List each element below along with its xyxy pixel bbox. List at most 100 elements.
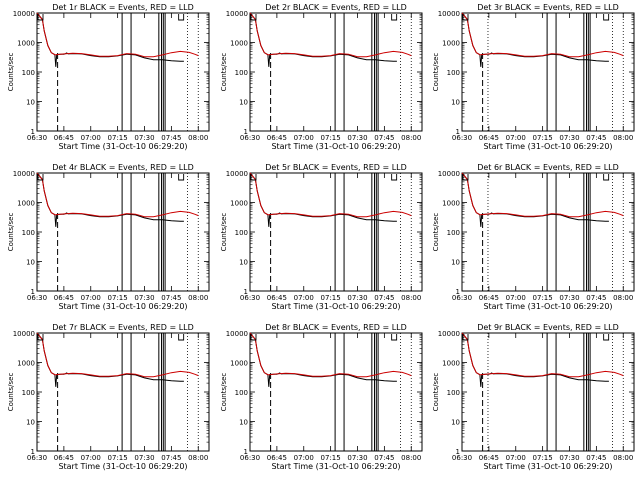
box-marker <box>250 174 257 181</box>
plot-frame <box>249 172 423 292</box>
box-marker <box>603 174 610 181</box>
x-axis-title: Start Time (31-Oct-10 06:29:20) <box>483 462 612 471</box>
y-tick-label: 1 <box>244 288 248 296</box>
x-tick-label: 08:00 <box>188 294 208 302</box>
x-tick-label: 07:00 <box>506 294 526 302</box>
box-marker <box>37 174 44 181</box>
y-tick-label: 1000 <box>17 40 35 48</box>
x-tick-label: 06:45 <box>479 294 499 302</box>
detector-panel: Det 7r BLACK = Events, RED = LLD 1 10 100 10… <box>7 323 210 471</box>
x-tick-label: 06:45 <box>479 454 499 462</box>
y-tick-label: 1000 <box>230 200 248 208</box>
x-axis-title: Start Time (31-Oct-10 06:29:20) <box>271 142 400 151</box>
y-tick-label: 100 <box>235 69 248 77</box>
x-tick-label: 06:30 <box>27 294 47 302</box>
y-axis-title: Counts/sec <box>7 373 15 412</box>
x-tick-label: 08:00 <box>401 454 421 462</box>
x-tick-label: 08:00 <box>188 134 208 142</box>
panel-title: Det 8r BLACK = Events, RED = LLD <box>265 323 407 332</box>
plot-frame <box>461 172 635 292</box>
y-tick-label: 1000 <box>17 360 35 368</box>
x-tick-label: 07:30 <box>134 454 154 462</box>
x-tick-label: 07:45 <box>161 454 181 462</box>
y-tick-label: 10 <box>239 419 248 427</box>
box-marker <box>178 14 185 21</box>
panel-title: Det 1r BLACK = Events, RED = LLD <box>52 3 194 12</box>
plot-frame <box>36 172 210 292</box>
x-tick-label: 07:00 <box>81 134 101 142</box>
x-tick-label: 06:30 <box>27 454 47 462</box>
lld-series-line <box>249 172 412 218</box>
x-tick-label: 06:30 <box>240 134 260 142</box>
y-tick-label: 10 <box>26 259 35 267</box>
x-tick-label: 06:45 <box>54 294 74 302</box>
y-axis-title: Counts/sec <box>7 213 15 252</box>
y-tick-label: 100 <box>235 389 248 397</box>
y-tick-label: 1000 <box>442 200 460 208</box>
x-tick-label: 08:00 <box>188 454 208 462</box>
box-marker <box>37 334 44 341</box>
detector-panel: Det 8r BLACK = Events, RED = LLD 1 10 100 10… <box>220 323 423 471</box>
box-marker <box>391 334 398 341</box>
x-axis-title: Start Time (31-Oct-10 06:29:20) <box>58 462 187 471</box>
detector-panel: Det 6r BLACK = Events, RED = LLD 1 10 100 10… <box>432 163 635 311</box>
x-tick-label: 08:00 <box>401 294 421 302</box>
x-tick-label: 07:15 <box>533 134 553 142</box>
lld-series-line <box>249 332 412 378</box>
lld-series-line <box>36 172 199 218</box>
x-tick-label: 06:45 <box>54 454 74 462</box>
y-tick-label: 10000 <box>226 330 248 338</box>
y-tick-label: 100 <box>22 389 35 397</box>
x-tick-label: 06:45 <box>267 294 287 302</box>
lld-series-line <box>36 332 199 378</box>
y-tick-label: 100 <box>447 229 460 237</box>
x-tick-label: 06:30 <box>27 134 47 142</box>
detector-panel: Det 1r BLACK = Events, RED = LLD 1 10 100 10… <box>7 3 210 151</box>
y-tick-label: 1000 <box>230 360 248 368</box>
box-marker <box>178 174 185 181</box>
lld-series-line <box>36 12 199 58</box>
y-tick-label: 1 <box>456 128 460 136</box>
y-axis-title: Counts/sec <box>7 53 15 92</box>
box-marker <box>603 334 610 341</box>
x-tick-label: 07:15 <box>108 294 128 302</box>
plot-frame <box>461 332 635 452</box>
y-tick-label: 1000 <box>230 40 248 48</box>
plot-frame <box>461 12 635 132</box>
x-tick-label: 06:45 <box>267 134 287 142</box>
box-marker <box>391 14 398 21</box>
lld-series-line <box>461 12 624 58</box>
x-tick-label: 07:45 <box>374 454 394 462</box>
plot-frame <box>249 12 423 132</box>
y-tick-label: 10 <box>451 259 460 267</box>
y-tick-label: 100 <box>22 69 35 77</box>
x-tick-label: 07:30 <box>559 134 579 142</box>
plot-frame <box>36 12 210 132</box>
y-tick-label: 1 <box>456 288 460 296</box>
detector-panel: Det 3r BLACK = Events, RED = LLD 1 10 100 10… <box>432 3 635 151</box>
x-tick-label: 07:45 <box>161 134 181 142</box>
x-tick-label: 08:00 <box>613 294 633 302</box>
x-tick-label: 07:45 <box>586 454 606 462</box>
y-axis-title: Counts/sec <box>220 373 228 412</box>
panel-title: Det 3r BLACK = Events, RED = LLD <box>477 3 619 12</box>
box-marker <box>250 334 257 341</box>
x-tick-label: 07:00 <box>294 294 314 302</box>
x-tick-label: 07:30 <box>347 134 367 142</box>
x-tick-label: 07:45 <box>374 294 394 302</box>
y-tick-label: 100 <box>235 229 248 237</box>
y-axis-title: Counts/sec <box>432 53 440 92</box>
y-tick-label: 100 <box>447 69 460 77</box>
box-marker <box>250 14 257 21</box>
box-marker <box>37 14 44 21</box>
y-tick-label: 100 <box>447 389 460 397</box>
x-axis-title: Start Time (31-Oct-10 06:29:20) <box>271 302 400 311</box>
x-tick-label: 07:15 <box>321 454 341 462</box>
lld-series-line <box>249 12 412 58</box>
y-axis-title: Counts/sec <box>432 213 440 252</box>
x-tick-label: 07:15 <box>321 294 341 302</box>
x-tick-label: 07:00 <box>506 134 526 142</box>
panel-title: Det 2r BLACK = Events, RED = LLD <box>265 3 407 12</box>
x-tick-label: 06:45 <box>267 454 287 462</box>
x-axis-title: Start Time (31-Oct-10 06:29:20) <box>483 142 612 151</box>
